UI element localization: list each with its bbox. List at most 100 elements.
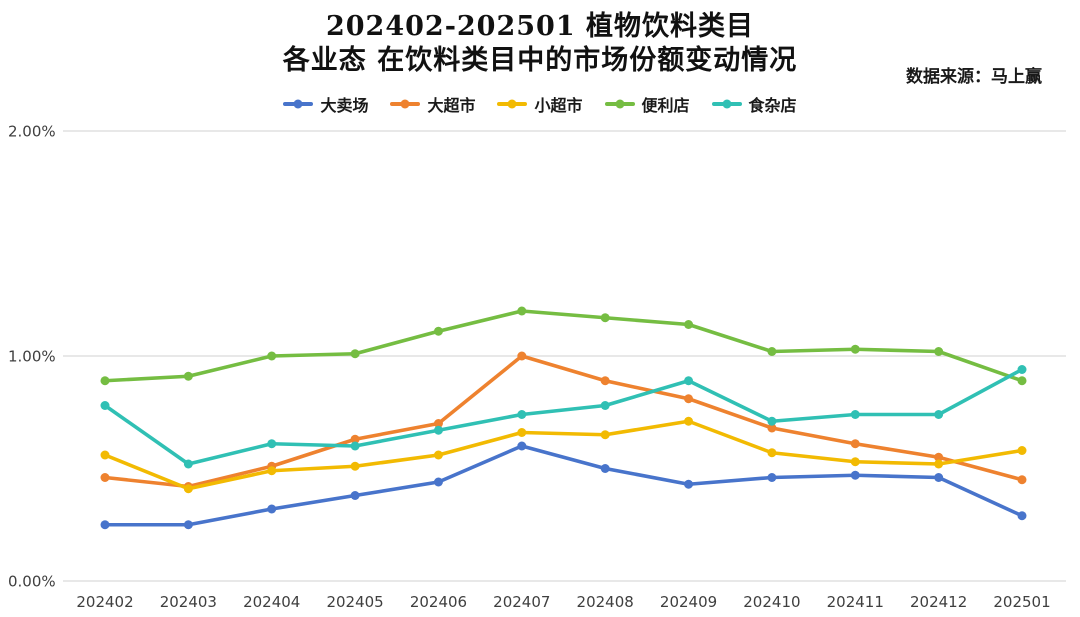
series-point-4-1 — [183, 459, 193, 469]
legend-marker-icon — [283, 99, 314, 109]
series-point-4-6 — [600, 401, 610, 410]
x-axis-label-202501: 202501 — [993, 593, 1050, 611]
series-point-2-2 — [267, 466, 277, 476]
series-point-2-6 — [600, 430, 610, 440]
series-point-1-11 — [1017, 475, 1027, 485]
series-point-4-8 — [767, 416, 777, 426]
x-axis-label-202403: 202403 — [160, 593, 217, 611]
legend-marker-icon — [390, 99, 421, 109]
legend-label-4: 食杂店 — [748, 96, 797, 115]
y-axis-label-2: 2.00% — [8, 123, 56, 141]
series-point-1-9 — [850, 439, 860, 449]
series-line-0 — [103, 444, 1024, 527]
series-point-3-9 — [850, 344, 860, 354]
chart-legend: 大卖场 大超市 小超市 便利店 食杂店 — [0, 92, 1080, 116]
series-point-4-9 — [850, 410, 860, 419]
series-point-0-9 — [850, 470, 860, 480]
series-point-2-10 — [934, 459, 944, 469]
series-point-0-8 — [767, 473, 777, 482]
series-point-2-11 — [1017, 446, 1027, 455]
series-point-0-4 — [433, 477, 443, 487]
series-point-3-0 — [100, 376, 110, 386]
x-axis-label-202411: 202411 — [827, 593, 884, 611]
series-point-2-5 — [517, 428, 527, 437]
x-axis-label-202407: 202407 — [493, 593, 550, 611]
series-point-1-7 — [684, 394, 694, 404]
y-axis-label-1: 1.00% — [8, 348, 56, 366]
series-point-4-10 — [934, 410, 944, 419]
legend-dot-icon — [615, 99, 624, 109]
series-point-2-1 — [183, 484, 193, 494]
series-point-3-7 — [684, 320, 694, 329]
series-point-3-8 — [767, 347, 777, 356]
series-point-0-3 — [350, 491, 360, 500]
series-point-4-4 — [433, 425, 443, 435]
legend-label-3: 便利店 — [641, 96, 690, 115]
legend-dot-icon — [293, 99, 303, 109]
series-point-4-11 — [1017, 365, 1027, 374]
data-source-label: 数据来源：马上赢 — [906, 67, 1042, 87]
page-title: 202402-202501 植物饮料类目 各业态 在饮料类目中的市场份额变动情况 — [0, 10, 1080, 78]
series-point-3-6 — [600, 313, 610, 323]
series-point-0-10 — [934, 473, 944, 482]
legend-label-2: 小超市 — [534, 96, 583, 115]
series-point-1-5 — [517, 351, 527, 361]
series-line-4 — [103, 367, 1024, 466]
legend-item-4: 食杂店 — [711, 92, 797, 116]
series-point-3-3 — [350, 349, 360, 359]
legend-dot-icon — [400, 99, 410, 109]
title-line-1: 202402-202501 植物饮料类目 — [325, 11, 755, 42]
series-point-4-5 — [517, 410, 527, 419]
series-point-3-2 — [267, 351, 277, 361]
series-point-1-6 — [600, 376, 610, 386]
series-line-1 — [103, 354, 1024, 489]
title-line-2: 各业态 在饮料类目中的市场份额变动情况 — [282, 45, 798, 76]
legend-label-1: 大超市 — [427, 96, 476, 115]
x-axis-label-202406: 202406 — [410, 593, 467, 611]
series-point-2-0 — [100, 450, 110, 460]
legend-dot-icon — [507, 99, 517, 109]
series-point-4-7 — [684, 376, 694, 386]
series-point-3-11 — [1017, 376, 1027, 386]
y-axis-label-0: 0.00% — [8, 573, 56, 591]
series-line-3 — [103, 309, 1024, 383]
series-point-0-6 — [600, 464, 610, 473]
legend-item-2: 小超市 — [497, 92, 583, 116]
legend-marker-icon — [497, 99, 528, 109]
x-axis-label-202412: 202412 — [910, 593, 967, 611]
series-point-2-7 — [684, 416, 694, 426]
series-point-1-3 — [350, 434, 360, 444]
series-point-4-3 — [350, 441, 360, 451]
series-point-2-8 — [767, 448, 777, 458]
x-axis-label-202409: 202409 — [660, 593, 717, 611]
x-axis-label-202404: 202404 — [243, 593, 300, 611]
series-point-3-4 — [433, 326, 443, 336]
legend-marker-icon — [711, 99, 742, 109]
legend-item-0: 大卖场 — [283, 92, 368, 116]
series-point-1-0 — [100, 473, 110, 482]
series-point-0-7 — [684, 479, 694, 489]
series-point-0-0 — [100, 520, 110, 530]
legend-dot-icon — [722, 99, 732, 109]
series-point-0-11 — [1017, 511, 1027, 521]
series-point-3-10 — [934, 347, 944, 356]
legend-marker-icon — [604, 99, 635, 109]
series-point-2-9 — [850, 457, 860, 467]
series-point-0-1 — [183, 520, 193, 530]
series-point-3-5 — [517, 306, 527, 316]
x-axis-label-202402: 202402 — [76, 593, 133, 611]
series-point-0-2 — [267, 504, 277, 514]
series-point-2-4 — [433, 450, 443, 460]
series-point-1-8 — [767, 423, 777, 433]
series-point-1-4 — [433, 419, 443, 428]
series-point-2-3 — [350, 461, 360, 471]
legend-item-3: 便利店 — [604, 92, 690, 116]
chart-canvas: 0.00% 1.00% 2.00% 202402 202403 202404 202405 2… — [8, 123, 1066, 611]
series-point-3-1 — [183, 371, 193, 381]
x-axis-label-202408: 202408 — [577, 593, 634, 611]
x-axis-label-202410: 202410 — [743, 593, 800, 611]
legend-label-0: 大卖场 — [320, 96, 369, 115]
x-axis-label-202405: 202405 — [326, 593, 383, 611]
series-point-0-5 — [517, 441, 527, 451]
